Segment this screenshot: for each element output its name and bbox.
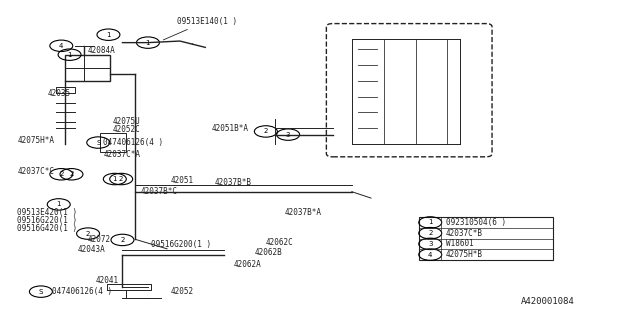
- Text: 1: 1: [113, 176, 117, 182]
- Text: A420001084: A420001084: [521, 297, 575, 306]
- Text: S: S: [96, 140, 100, 146]
- FancyBboxPatch shape: [65, 55, 109, 81]
- Text: 2: 2: [428, 230, 433, 236]
- Text: 3: 3: [428, 241, 433, 247]
- Text: 09516G220(1 ): 09516G220(1 ): [17, 216, 77, 225]
- Text: 2: 2: [264, 128, 268, 134]
- Text: 3: 3: [286, 132, 291, 138]
- Text: 42037B*B: 42037B*B: [215, 178, 252, 187]
- Text: 4: 4: [428, 252, 433, 258]
- Text: 42037B*A: 42037B*A: [285, 208, 322, 217]
- Text: 42062A: 42062A: [234, 260, 262, 269]
- Text: 42075H*A: 42075H*A: [17, 136, 54, 146]
- Text: 42037C*B: 42037C*B: [445, 229, 483, 238]
- Text: 1: 1: [67, 52, 72, 58]
- Text: 2: 2: [69, 171, 74, 177]
- Text: 1: 1: [56, 201, 61, 207]
- Text: 42052C: 42052C: [113, 125, 141, 134]
- Text: 09513E140(1 ): 09513E140(1 ): [163, 17, 237, 40]
- Text: 42043A: 42043A: [78, 245, 106, 254]
- Text: 092310504(6 ): 092310504(6 ): [445, 218, 506, 227]
- Text: 42051B*A: 42051B*A: [212, 124, 249, 133]
- Text: 047406126(4 ): 047406126(4 ): [52, 287, 113, 296]
- Text: 2: 2: [120, 237, 125, 243]
- Text: 42052: 42052: [170, 287, 193, 296]
- Text: 42062C: 42062C: [266, 238, 294, 247]
- Text: 1: 1: [428, 220, 433, 226]
- Text: 2: 2: [86, 231, 90, 236]
- Text: 42075U: 42075U: [113, 117, 141, 126]
- FancyBboxPatch shape: [326, 24, 492, 157]
- Text: 047406126(4 ): 047406126(4 ): [103, 138, 163, 147]
- Text: 2: 2: [59, 171, 63, 177]
- Text: 42037C*A: 42037C*A: [103, 150, 140, 159]
- Text: 09513E420(1 ): 09513E420(1 ): [17, 208, 77, 217]
- Text: 42062B: 42062B: [255, 248, 283, 257]
- Text: 1: 1: [106, 32, 111, 38]
- Text: S: S: [38, 289, 43, 295]
- Text: 42075H*B: 42075H*B: [445, 250, 483, 259]
- Text: 42037B*C: 42037B*C: [140, 187, 177, 196]
- Text: W18601: W18601: [445, 239, 474, 248]
- Text: 1: 1: [146, 40, 150, 46]
- FancyBboxPatch shape: [419, 217, 552, 260]
- Text: 42041: 42041: [96, 276, 119, 285]
- Text: 42037C*C: 42037C*C: [17, 167, 54, 176]
- Text: 4: 4: [59, 43, 63, 49]
- Text: 42051: 42051: [170, 176, 193, 185]
- Text: 09516G420(1 ): 09516G420(1 ): [17, 224, 77, 233]
- Text: 2: 2: [119, 176, 124, 182]
- Text: 42035: 42035: [47, 89, 70, 98]
- Text: 42084A: 42084A: [88, 46, 115, 55]
- Text: 42072: 42072: [88, 236, 111, 244]
- FancyBboxPatch shape: [100, 133, 125, 152]
- Text: 09516G200(1 ): 09516G200(1 ): [151, 240, 211, 249]
